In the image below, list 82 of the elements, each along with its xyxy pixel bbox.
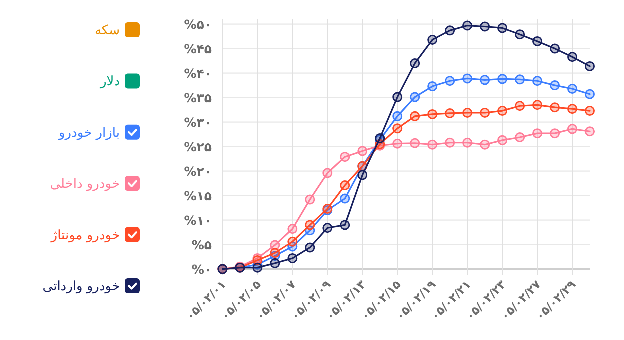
point (568, 84, 578, 94)
y-tick-label: %۳۰ (184, 114, 212, 130)
y-tick-label: %۵۰ (184, 16, 212, 32)
y-tick-label: %۲۵ (184, 139, 212, 154)
y-tick-label: %۲۰ (184, 164, 212, 179)
y-tick-label: %۵ (192, 237, 212, 252)
point (480, 140, 490, 150)
point (428, 82, 438, 92)
point (568, 124, 578, 134)
point (445, 76, 456, 86)
point (392, 92, 403, 102)
point (585, 89, 595, 100)
point (270, 258, 280, 268)
legend-label: بازار خودرو (58, 126, 120, 141)
point (532, 76, 543, 86)
legend-label: دلار (100, 74, 120, 90)
point (515, 74, 526, 85)
y-tick-label: %۴۵ (184, 41, 212, 56)
point (585, 106, 595, 116)
point (305, 194, 316, 205)
point (340, 152, 350, 162)
point (340, 220, 350, 230)
point (462, 138, 473, 148)
point (288, 224, 298, 234)
point (462, 20, 473, 31)
point (445, 26, 456, 36)
point (480, 108, 490, 118)
point (480, 22, 490, 32)
point (392, 138, 403, 149)
legend-label: خودرو وارداتی (42, 280, 120, 294)
point (410, 58, 420, 68)
point (288, 254, 298, 264)
point (550, 128, 560, 139)
point (515, 30, 526, 40)
point (532, 128, 543, 139)
point (392, 111, 403, 122)
point (340, 194, 350, 204)
y-tick-label: %۴۰ (184, 66, 212, 81)
point (568, 104, 578, 114)
point (532, 100, 543, 110)
point (532, 36, 543, 46)
point (410, 138, 420, 148)
point (270, 248, 280, 258)
point (585, 126, 595, 137)
point (428, 140, 438, 150)
point (358, 170, 368, 180)
point (462, 74, 473, 84)
point (498, 135, 508, 146)
point (550, 102, 560, 113)
point (288, 236, 298, 247)
point (550, 44, 560, 54)
point (305, 220, 316, 230)
point (428, 109, 438, 120)
point (498, 74, 508, 84)
point (462, 108, 473, 118)
y-tick-label: %۱۰ (184, 212, 212, 228)
legend-label: خودرو مونتاژ (50, 228, 120, 244)
y-tick-label: %۰ (192, 262, 212, 277)
legend-label: سکه (94, 24, 120, 38)
point (585, 61, 595, 72)
point (498, 106, 508, 116)
point (515, 132, 526, 142)
point (322, 223, 333, 234)
point (445, 138, 456, 148)
point (568, 52, 578, 62)
legend-label: خودرو داخلی (50, 177, 120, 192)
point (410, 111, 420, 122)
point (340, 180, 350, 191)
y-tick-label: %۱۵ (184, 188, 212, 204)
point (445, 108, 456, 118)
point (392, 124, 403, 134)
point (252, 262, 263, 273)
point (410, 92, 420, 102)
y-tick-label: %۳۵ (184, 90, 212, 106)
point (515, 101, 526, 112)
point (305, 242, 316, 253)
point (322, 168, 333, 178)
point (480, 75, 490, 86)
point (358, 146, 368, 156)
point (498, 23, 508, 34)
point (550, 80, 560, 91)
point (428, 34, 438, 45)
